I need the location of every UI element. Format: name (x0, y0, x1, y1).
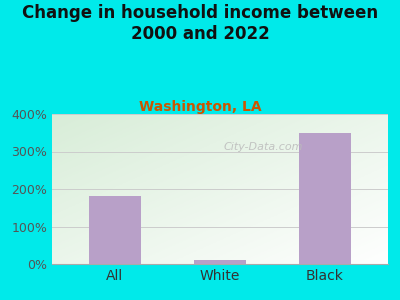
Bar (89, 196, 141, 264)
Text: Washington, LA: Washington, LA (139, 100, 261, 115)
Bar (194, 260, 246, 264)
Text: City-Data.com: City-Data.com (224, 142, 304, 152)
Bar (299, 133, 351, 264)
Text: Change in household income between
2000 and 2022: Change in household income between 2000 … (22, 4, 378, 43)
